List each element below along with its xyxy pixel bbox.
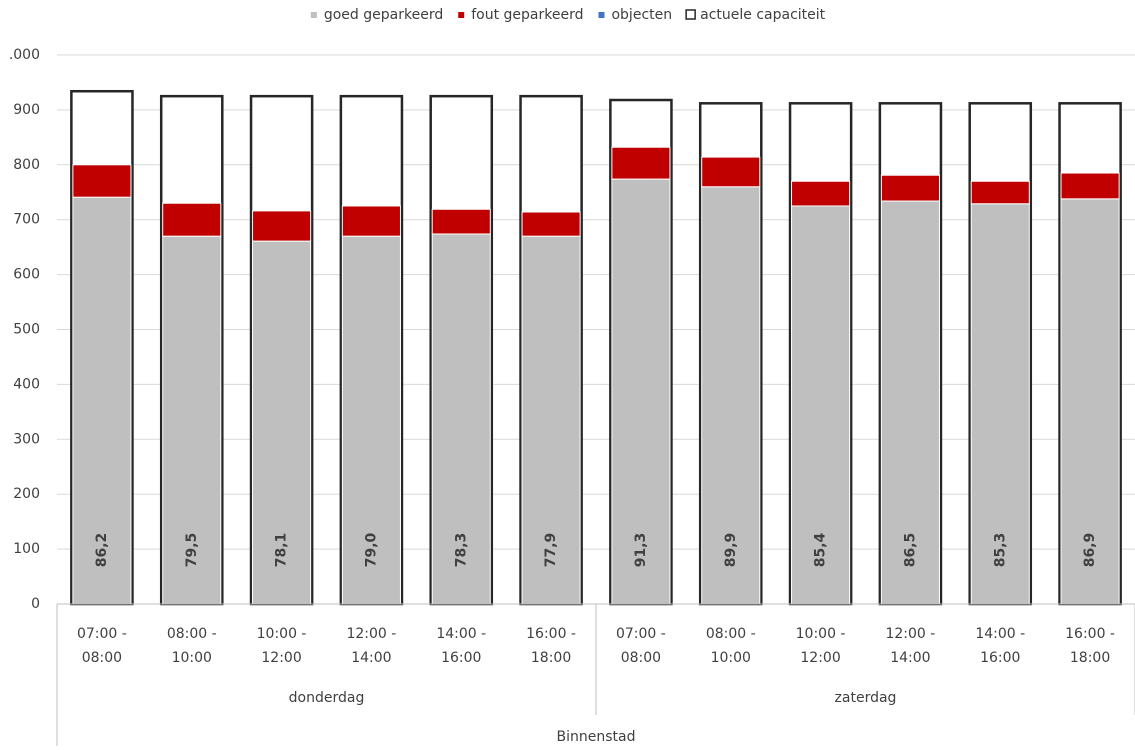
y-tick-label: 300 [13,431,40,447]
x-tick-label: 14:00 [351,650,391,666]
bar-label: 85,4 [813,532,829,567]
bar-label: 77,9 [543,533,559,568]
group-label: donderdag [289,690,365,706]
bar-label: 78,3 [453,533,469,568]
bar-segment [431,233,491,605]
legend-label: fout geparkeerd [471,7,583,23]
bar-segment [252,210,312,242]
legend-swatch [458,12,465,18]
bar-segment [701,156,761,188]
x-tick-label: 12:00 - [346,626,396,642]
legend-item: actuele capaciteit [685,7,826,23]
legend: goed geparkeerd fout geparkeerd objecten ac… [310,7,826,23]
bar-segment [791,205,851,605]
y-tick-label: 700 [13,212,40,228]
x-tick-label: 08:00 [82,650,122,666]
bar-label: 86,9 [1082,533,1098,568]
y-tick-label: 400 [13,376,40,392]
x-tick-label: 07:00 - [616,626,666,642]
x-tick-label: 08:00 [621,650,661,666]
y-tick-label: 800 [13,157,40,173]
x-tick-label: 08:00 - [706,626,756,642]
x-tick-label: 10:00 [172,650,212,666]
bar-segment [431,208,491,235]
bar-segment [341,205,401,237]
x-tick-label: 12:00 [800,650,840,666]
bar-label: 86,2 [94,533,110,568]
legend-item: fout geparkeerd [458,7,583,23]
bar-label: 79,0 [363,532,379,567]
x-tick-label: 14:00 - [975,626,1025,642]
y-tick-label: 600 [13,267,40,283]
x-tick-label: 16:00 [441,650,481,666]
x-tick-label: 16:00 [980,650,1020,666]
bar-segment [970,180,1030,205]
x-tick-label: 16:00 - [1065,626,1115,642]
bar-segment [162,202,222,237]
bar-label: 86,5 [902,533,918,568]
bar-segment [880,174,940,202]
x-tick-label: 10:00 - [257,626,307,642]
bar-segment [1060,172,1120,200]
x-tick-label: 18:00 [1070,650,1110,666]
bar-segment [880,200,940,605]
bar-label: 91,3 [633,533,649,568]
bar-segment [791,180,851,207]
group-label: zaterdag [835,690,897,706]
x-tick-label: 10:00 [711,650,751,666]
legend-swatch [598,12,605,18]
x-tick-label: 14:00 - [436,626,486,642]
x-tick-label: 07:00 - [77,626,127,642]
y-tick-label: 900 [13,102,40,118]
bar-label: 89,9 [723,533,739,568]
bar-segment [72,196,132,605]
bar-segment [611,146,671,180]
y-tick-label: 200 [13,486,40,502]
bar-segment [1060,198,1120,605]
bar-segment [72,164,132,198]
bar-segment [521,211,581,237]
legend-label: actuele capaciteit [700,7,826,23]
legend-item: goed geparkeerd [310,7,443,23]
x-tick-label: 14:00 [890,650,930,666]
x-tick-label: 16:00 - [526,626,576,642]
supergroup-label: Binnenstad [557,729,636,745]
legend-label: objecten [611,7,672,23]
legend-swatch [685,9,696,20]
legend-label: goed geparkeerd [324,7,443,23]
bar-segment [701,186,761,605]
y-tick-label: 500 [13,322,40,338]
x-tick-label: 18:00 [531,650,571,666]
x-tick-label: 08:00 - [167,626,217,642]
x-tick-label: 12:00 - [885,626,935,642]
bar-segment [341,235,401,605]
bar-label: 78,1 [274,533,290,568]
x-tick-label: 12:00 [261,650,301,666]
x-tick-label: 10:00 - [796,626,846,642]
bar-segment [970,203,1030,605]
legend-swatch [310,12,317,18]
bar-segment [162,235,222,605]
y-tick-label: .000 [9,47,40,63]
bar-label: 85,3 [992,533,1008,568]
legend-item: objecten [598,7,672,23]
y-tick-label: 0 [31,596,40,612]
bar-segment [521,235,581,605]
y-tick-label: 100 [13,541,40,557]
bar-label: 79,5 [184,533,200,568]
